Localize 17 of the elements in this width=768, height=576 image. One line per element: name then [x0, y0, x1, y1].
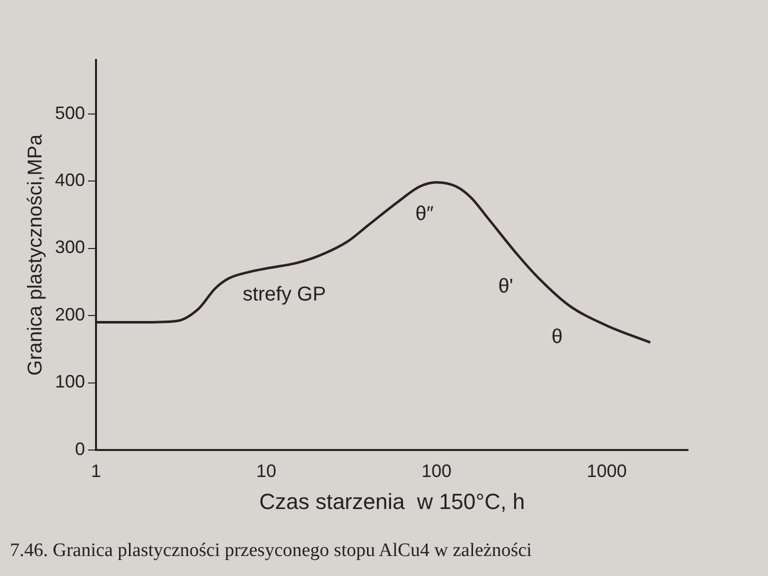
x-axis-title: Czas starzenia w 150°C, h [259, 488, 525, 514]
text: 7.46. Granica plastyczności przesyconego stopu AlCu4 w zależności [10, 540, 532, 562]
annotation: θ [551, 326, 563, 348]
x-tick-label: 100 [422, 460, 452, 481]
y-tick-label: 100 [54, 372, 86, 392]
annotation: strefy GP [242, 284, 326, 306]
y-tick-label: 500 [54, 102, 86, 123]
x-tick-label: 10 [256, 460, 276, 481]
annotation: θ″ [415, 202, 434, 225]
x-tick-label: 1 [91, 460, 102, 481]
y-tick-label: 300 [54, 237, 86, 258]
x-tick-label: 1000 [586, 460, 627, 481]
y-tick-label: 400 [54, 170, 86, 190]
y-tick-label: 200 [54, 304, 86, 324]
y-tick-label: 0 [75, 438, 86, 459]
y-axis-title: Granica plastyczności,MPa [24, 134, 47, 376]
annotation: θ' [498, 276, 514, 298]
